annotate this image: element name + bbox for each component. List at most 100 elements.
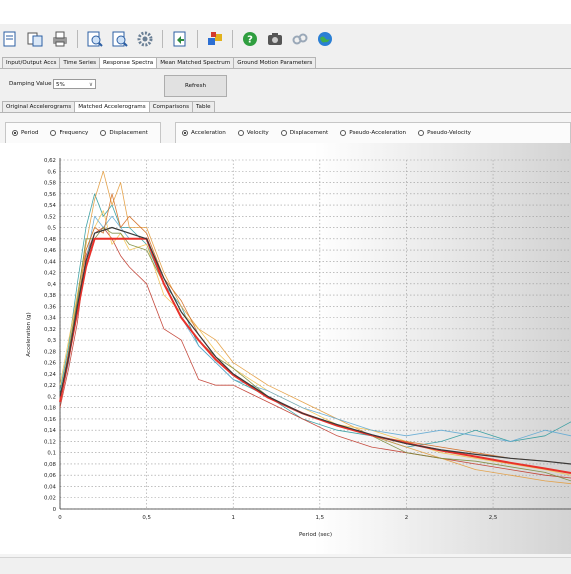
link-icon[interactable] [290,29,310,49]
radio-label: Pseudo-Velocity [427,130,471,136]
y-axis-radio-group: Acceleration Velocity Displacement Pseud… [175,122,571,144]
y-tick-label: 0,56 [44,192,57,198]
record-spectrum-line [59,170,571,485]
y-tick-label: 0,24 [44,372,57,378]
tab-original-accelerograms[interactable]: Original Accelerograms [2,101,76,112]
x-tick-label: 2 [405,515,408,521]
radio-label: Pseudo-Acceleration [349,130,407,136]
radio-label: Frequency [59,130,89,136]
record-spectrum-line [59,215,571,442]
radio-dot [280,130,287,136]
record-spectrum-line [59,227,571,479]
settings-gear-icon[interactable] [135,29,155,49]
y-tick-label: 0,34 [44,316,57,322]
record-spectrum-line [59,210,571,476]
radio-period[interactable]: Period [12,130,38,136]
tab-ground-motion-parameters[interactable]: Ground Motion Parameters [233,57,317,68]
zoom-in-icon[interactable] [85,29,105,49]
y-axis-label: Acceleration (g) [26,312,32,356]
toolbar-separator [162,30,163,48]
y-tick-label: 0,22 [44,383,56,389]
record-spectrum-line [59,227,571,482]
toolbar: ? [0,24,571,54]
sub-tabs: Original Accelerograms Matched Accelerog… [2,101,215,112]
x-axis-label: Period (sec) [299,532,332,538]
radio-dot [12,130,18,136]
radio-pseudo-velocity[interactable]: Pseudo-Velocity [418,130,471,136]
database-icon[interactable] [205,29,225,49]
tab-mean-matched-spectrum[interactable]: Mean Matched Spectrum [156,57,235,68]
y-tick-label: 0,04 [44,484,57,490]
mean-spectrum-line [59,226,571,465]
y-tick-label: 0,12 [44,439,56,445]
y-tick-label: 0,48 [44,237,57,243]
y-tick-label: 0,44 [44,259,57,265]
radio-dot [182,130,188,136]
export-icon[interactable] [170,29,190,49]
y-tick-label: 0,08 [44,462,57,468]
y-tick-label: 0,5 [47,226,56,232]
tab-comparisons[interactable]: Comparisons [148,101,194,112]
spectra-options-panel: Damping Value 5% ∨ Refresh [0,68,571,101]
tab-time-series[interactable]: Time Series [59,57,101,68]
tab-matched-accelerograms[interactable]: Matched Accelerograms [74,101,150,112]
camera-icon[interactable] [265,29,285,49]
y-tick-label: 0,42 [44,271,56,277]
radio-dot [237,130,244,136]
y-tick-label: 0,3 [47,338,56,344]
radio-dot [50,130,57,136]
damping-value-label: Damping Value [9,81,52,87]
chevron-down-icon: ∨ [88,82,93,88]
radio-label: Acceleration [191,130,226,136]
radio-dot [418,130,425,136]
y-tick-label: 0,28 [44,349,57,355]
print-icon[interactable] [50,29,70,49]
tab-response-spectra[interactable]: Response Spectra [99,57,158,68]
x-tick-label: 0,5 [142,515,151,521]
radio-acceleration[interactable]: Acceleration [182,130,226,136]
y-tick-label: 0 [53,507,57,513]
y-tick-label: 0,26 [44,361,57,367]
radio-frequency[interactable]: Frequency [50,130,88,136]
y-tick-label: 0,58 [44,181,57,187]
radio-velocity[interactable]: Velocity [237,130,269,136]
radio-dot [100,130,107,136]
zoom-out-icon[interactable] [110,29,130,49]
x-tick-label: 1,5 [316,515,325,521]
chart-svg: 0 0,02 0,04 0,06 0,08 0,1 0,12 0,14 0,16 0,18 0,2 0… [26,158,571,538]
window-title-strip [0,0,571,24]
y-tick-label: 0,06 [44,473,57,479]
help-icon[interactable]: ? [240,29,260,49]
toolbar-separator [232,30,233,48]
radio-displacement-x[interactable]: Displacement [100,130,148,136]
radio-label: Displacement [109,130,148,136]
globe-icon[interactable] [315,29,335,49]
x-tick-label: 0 [58,515,62,521]
y-tick-label: 0,62 [44,158,56,164]
y-tick-label: 0,14 [44,428,57,434]
record-spectrum-line [59,193,571,448]
x-axis-radio-group: Period Frequency Displacement [5,122,161,144]
response-spectra-chart: 0 0,02 0,04 0,06 0,08 0,1 0,12 0,14 0,16 0,18 0,2 0… [0,143,571,554]
damping-value-text: 5% [56,82,65,88]
y-tick-label: 0,6 [47,169,56,175]
radio-pseudo-acceleration[interactable]: Pseudo-Acceleration [340,130,406,136]
target-spectrum-line [59,237,571,474]
tab-table[interactable]: Table [192,101,215,112]
radio-label: Period [21,130,39,136]
toolbar-separator [77,30,78,48]
damping-value-select[interactable]: 5% ∨ [53,79,96,89]
open-icon[interactable] [0,29,20,49]
x-tick-label: 1 [232,515,235,521]
refresh-button[interactable]: Refresh [164,75,227,97]
y-tick-label: 0,02 [44,496,56,502]
radio-displacement-y[interactable]: Displacement [280,130,328,136]
copy-icon[interactable] [25,29,45,49]
radio-label: Velocity [246,130,269,136]
y-tick-label: 0,52 [44,214,56,220]
x-tick-label: 2,5 [489,515,498,521]
radio-dot [340,130,347,136]
y-tick-label: 0,4 [47,282,56,288]
tab-input-output-accs[interactable]: Input/Output Accs [2,57,61,68]
y-tick-label: 0,32 [44,327,56,333]
